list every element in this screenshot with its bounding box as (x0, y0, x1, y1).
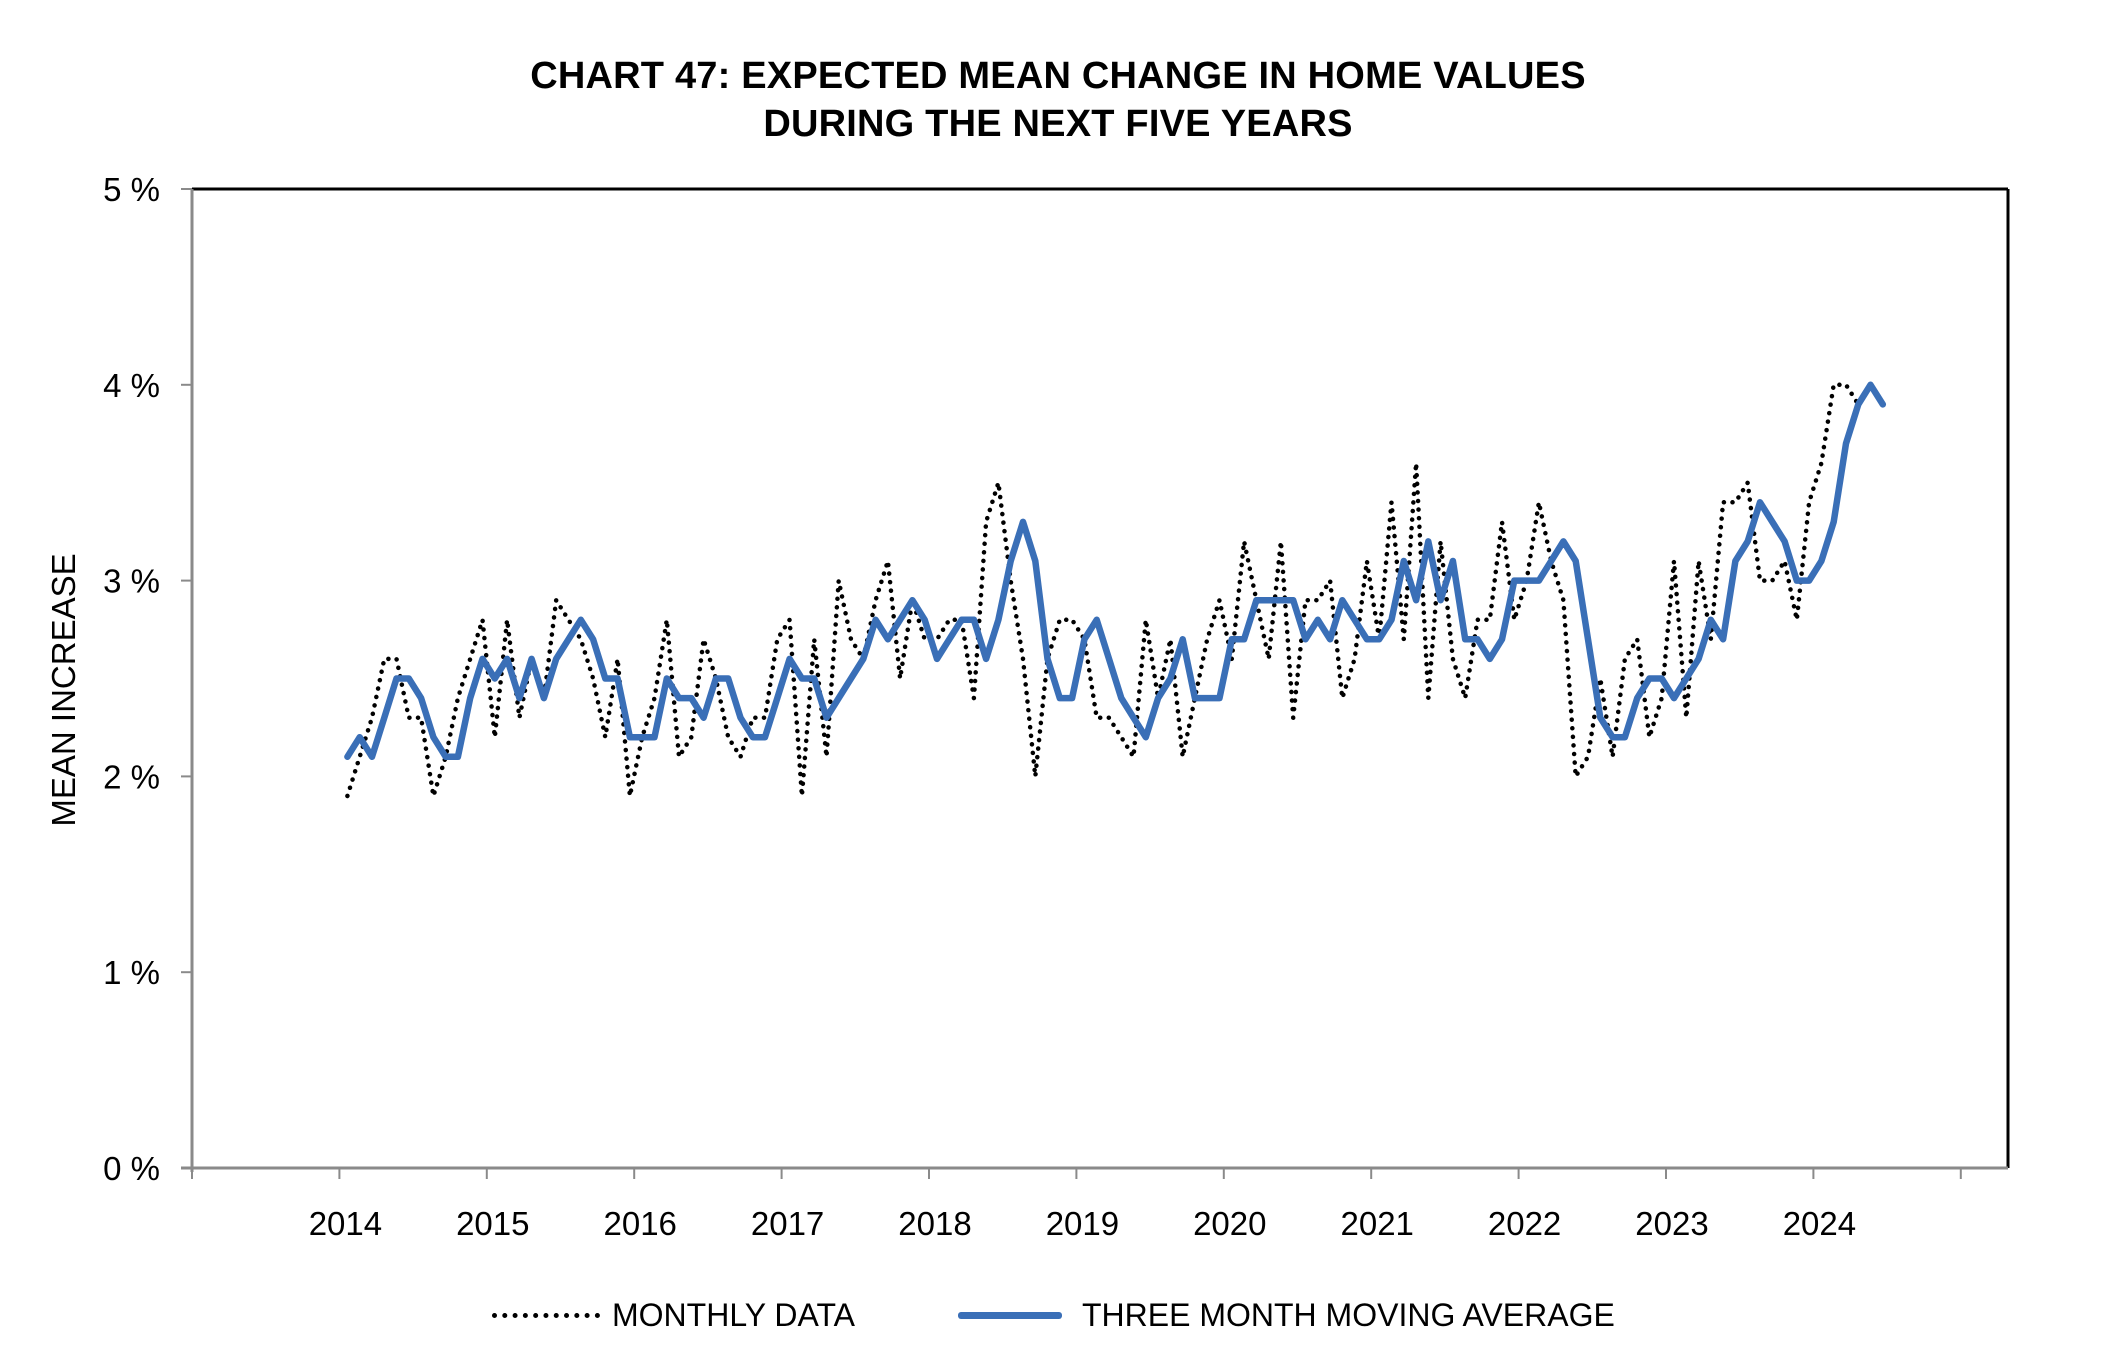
x-tick-label: 2021 (1340, 1205, 1413, 1242)
x-tick-label: 2020 (1193, 1205, 1266, 1242)
x-tick-label: 2016 (603, 1205, 676, 1242)
x-tick-label: 2019 (1046, 1205, 1119, 1242)
chart-title: CHART 47: EXPECTED MEAN CHANGE IN HOME V… (530, 55, 1586, 97)
legend-label-monthly: MONTHLY DATA (612, 1296, 855, 1333)
x-tick-label: 2017 (751, 1205, 824, 1242)
legend-label-moving-average: THREE MONTH MOVING AVERAGE (1082, 1296, 1615, 1333)
legend: MONTHLY DATA THREE MONTH MOVING AVERAGE (0, 1290, 2116, 1340)
plot-frame (192, 187, 2010, 1168)
x-tick-label: 2022 (1488, 1205, 1561, 1242)
series-monthly-data (345, 382, 1886, 799)
x-tick-label: 2015 (456, 1205, 529, 1242)
x-tick-label: 2023 (1635, 1205, 1708, 1242)
dotted-line-swatch (492, 1312, 600, 1318)
x-axis: 2014 2015 2016 2017 2018 2019 2020 2021 2022 2023… (181, 1166, 2008, 1242)
legend-item-monthly: MONTHLY DATA (492, 1290, 855, 1340)
x-tick-label: 2024 (1783, 1205, 1856, 1242)
solid-line-swatch (958, 1311, 1062, 1319)
x-tick-label: 2018 (898, 1205, 971, 1242)
x-tick-label: 2014 (309, 1205, 382, 1242)
y-tick-label: 3 % (103, 563, 160, 600)
y-tick-label: 4 % (103, 367, 160, 404)
y-tick-label: 5 % (103, 171, 160, 208)
legend-item-moving-average: THREE MONTH MOVING AVERAGE (958, 1290, 1615, 1340)
y-axis: 0 % 1 % 2 % 3 % 4 % 5 % (103, 171, 194, 1187)
line-chart: 0 %1 %2 %3 %4 %5 % 2014 2015 2016 2017 2018 2… (45, 171, 2010, 1242)
y-tick-label: 2 % (103, 758, 160, 795)
y-tick-label: 0 % (103, 1150, 160, 1187)
series-three-month-moving-average (344, 381, 1887, 761)
chart-subtitle: DURING THE NEXT FIVE YEARS (763, 103, 1353, 145)
y-tick-label: 1 % (103, 954, 160, 991)
series-group (344, 381, 1887, 799)
y-axis-label: MEAN INCREASE (45, 553, 82, 826)
